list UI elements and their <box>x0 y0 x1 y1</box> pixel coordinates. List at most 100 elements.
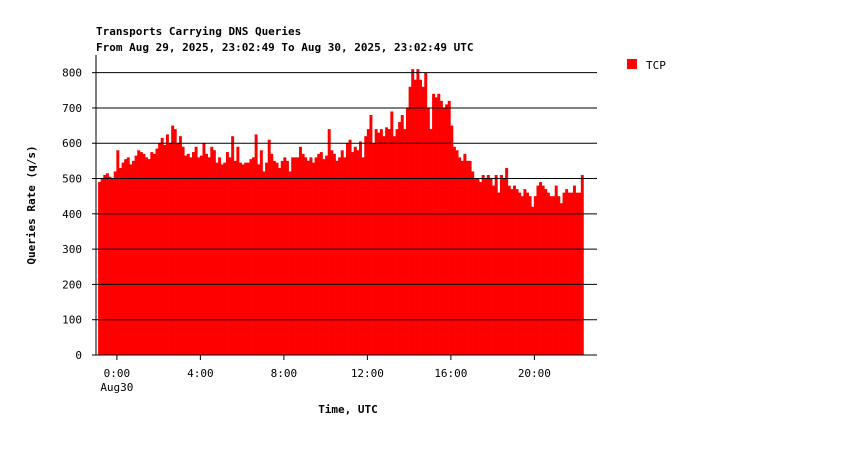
x-tick-label-12: 12:00 <box>351 367 384 380</box>
data-bar-tcp-162 <box>520 196 524 355</box>
data-bar-tcp-178 <box>562 192 566 355</box>
data-bar-tcp-177 <box>559 203 563 355</box>
data-bar-tcp-110 <box>385 127 389 355</box>
data-bar-tcp-109 <box>382 136 386 355</box>
data-bar-tcp-134 <box>447 100 451 355</box>
data-bar-tcp-179 <box>565 189 569 355</box>
data-bar-tcp-54 <box>238 162 242 355</box>
data-bar-tcp-1 <box>100 178 104 355</box>
y-tick-label-200: 200 <box>62 278 82 291</box>
data-bar-tcp-133 <box>445 104 449 355</box>
y-axis-label: Queries Rate (q/s) <box>25 145 38 264</box>
data-bar-tcp-31 <box>178 136 182 355</box>
data-bar-tcp-102 <box>364 136 368 355</box>
gridlines <box>96 72 597 321</box>
data-bar-tcp-131 <box>439 100 443 355</box>
data-bar-tcp-185 <box>580 175 584 355</box>
data-bar-tcp-61 <box>257 164 261 355</box>
data-bar-tcp-96 <box>348 139 352 355</box>
data-bar-tcp-88 <box>327 129 331 355</box>
data-bar-tcp-17 <box>142 153 146 355</box>
data-bar-tcp-9 <box>121 162 125 355</box>
data-bar-tcp-7 <box>116 150 120 355</box>
data-bar-tcp-55 <box>241 164 245 355</box>
data-bar-tcp-148 <box>484 178 488 355</box>
data-bar-tcp-166 <box>531 206 535 355</box>
x-tick-label-0: 0:00 <box>104 367 131 380</box>
data-bar-tcp-150 <box>489 178 493 355</box>
data-bar-tcp-25 <box>163 145 167 355</box>
data-bar-tcp-153 <box>497 192 501 355</box>
data-bar-tcp-35 <box>189 157 193 355</box>
x-tick-sublabel-0: Aug30 <box>100 381 133 394</box>
data-bar-tcp-155 <box>502 178 506 355</box>
data-bar-tcp-149 <box>486 175 490 355</box>
data-bar-tcp-82 <box>312 162 316 355</box>
data-bar-tcp-81 <box>309 157 313 355</box>
data-bar-tcp-119 <box>408 86 412 355</box>
data-bar-tcp-33 <box>184 155 188 355</box>
y-tick-label-500: 500 <box>62 173 82 186</box>
data-bar-tcp-41 <box>205 153 209 355</box>
data-bar-tcp-29 <box>173 129 177 355</box>
data-bar-tcp-5 <box>111 178 115 355</box>
data-bar-tcp-87 <box>325 155 329 355</box>
y-tick-label-800: 800 <box>62 67 82 80</box>
data-bar-tcp-83 <box>314 157 318 355</box>
data-bar-tcp-49 <box>225 152 229 355</box>
legend: TCP <box>627 59 666 72</box>
data-bar-tcp-137 <box>455 150 459 355</box>
data-bar-tcp-114 <box>395 129 399 355</box>
data-bar-tcp-160 <box>515 189 519 355</box>
data-bar-tcp-51 <box>231 136 235 355</box>
data-bar-tcp-112 <box>390 111 394 355</box>
data-bar-tcp-78 <box>301 153 305 355</box>
data-bar-tcp-19 <box>147 159 151 355</box>
data-bar-tcp-174 <box>552 196 556 355</box>
data-bar-tcp-135 <box>450 125 454 355</box>
y-tick-label-300: 300 <box>62 243 82 256</box>
data-bar-tcp-140 <box>463 153 467 355</box>
y-tick-label-600: 600 <box>62 137 82 150</box>
chart-title: Transports Carrying DNS Queries <box>96 25 301 38</box>
data-bar-tcp-11 <box>126 157 130 355</box>
data-bar-tcp-127 <box>429 129 433 355</box>
data-bar-tcp-115 <box>398 122 402 355</box>
data-bar-tcp-36 <box>192 152 195 355</box>
data-bar-tcp-141 <box>466 160 469 355</box>
x-tick-label-16: 16:00 <box>434 367 467 380</box>
data-bar-tcp-64 <box>265 162 269 355</box>
data-bar-tcp-163 <box>523 189 527 355</box>
data-bar-tcp-22 <box>155 148 159 355</box>
data-bar-tcp-46 <box>218 157 222 355</box>
data-bar-tcp-71 <box>283 157 287 355</box>
data-bar-tcp-169 <box>539 182 543 355</box>
data-bar-tcp-103 <box>366 129 370 355</box>
x-axis-label: Time, UTC <box>318 403 378 416</box>
data-bar-tcp-146 <box>479 182 483 355</box>
data-bar-tcp-97 <box>351 152 355 355</box>
data-bar-tcp-47 <box>220 164 224 355</box>
data-bar-tcp-147 <box>481 175 485 355</box>
data-bar-tcp-98 <box>353 146 357 355</box>
data-bar-tcp-72 <box>285 160 289 355</box>
data-bar-tcp-15 <box>137 150 141 355</box>
data-bar-tcp-2 <box>103 175 107 355</box>
y-tick-label-0: 0 <box>75 349 82 362</box>
data-bar-tcp-50 <box>228 157 232 355</box>
data-bar-tcp-128 <box>432 93 436 355</box>
data-bar-tcp-92 <box>338 157 342 355</box>
data-bar-tcp-24 <box>160 137 164 355</box>
data-bar-tcp-21 <box>152 153 156 355</box>
data-bar-tcp-101 <box>361 157 365 355</box>
data-bar-tcp-85 <box>319 152 323 355</box>
data-bar-tcp-8 <box>118 167 122 355</box>
data-bar-tcp-86 <box>322 159 326 355</box>
data-bar-tcp-12 <box>129 164 133 355</box>
data-bar-tcp-172 <box>546 192 550 355</box>
x-tick-label-4: 4:00 <box>187 367 214 380</box>
data-bar-tcp-139 <box>460 160 464 355</box>
data-bar-tcp-20 <box>150 152 154 355</box>
data-bar-tcp-18 <box>145 157 149 355</box>
data-bar-tcp-52 <box>233 160 237 355</box>
